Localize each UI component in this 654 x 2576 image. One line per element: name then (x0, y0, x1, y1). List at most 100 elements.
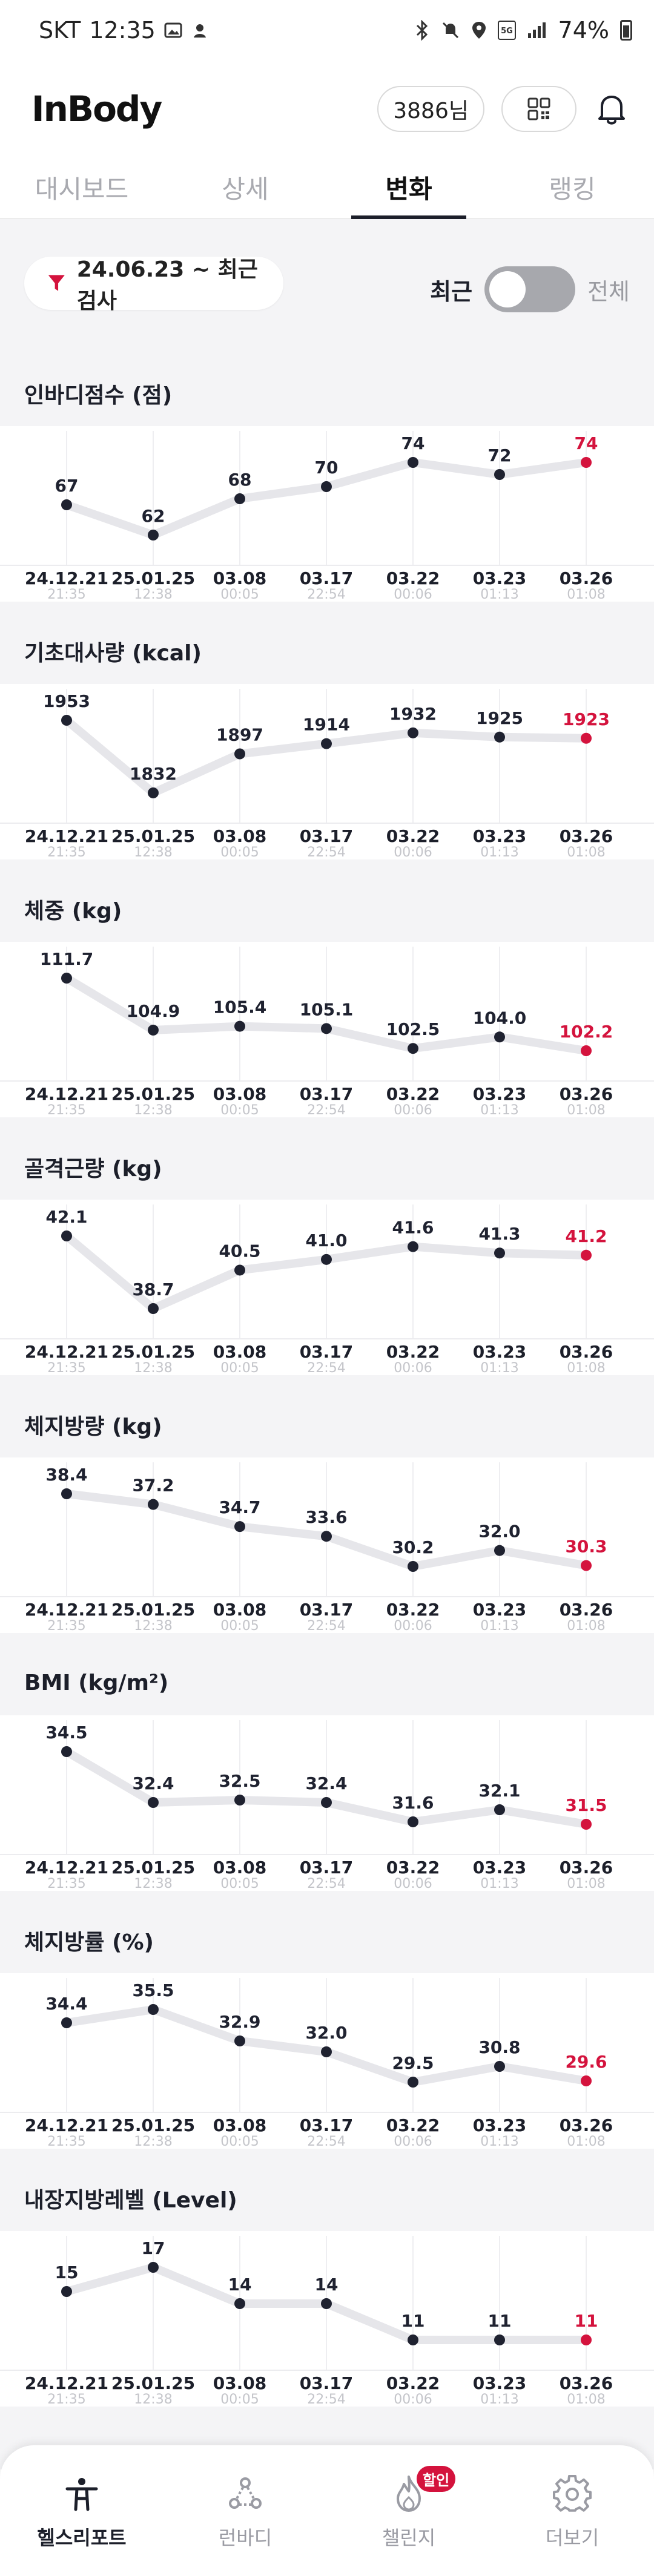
range-toggle[interactable] (484, 266, 576, 312)
chart-card[interactable]: 111.7 24.12.21 21:35 104.9 25.01.25 12:38 105.… (0, 942, 654, 1118)
data-label: 72 (488, 445, 512, 465)
data-point (234, 1521, 245, 1533)
data-label: 104.9 (127, 1001, 180, 1021)
signal-icon (527, 22, 546, 38)
chart-card[interactable]: 34.4 24.12.21 21:35 35.5 25.01.25 12:38 32.9 03… (0, 1973, 654, 2149)
data-point (148, 787, 159, 798)
carrier-label: SKT (39, 17, 81, 44)
data-label: 74 (575, 433, 598, 453)
x-tick-time: 00:06 (394, 2134, 432, 2149)
clock: 12:35 (89, 17, 156, 44)
data-label: 67 (55, 476, 79, 496)
nav-runbody[interactable]: 런바디 (164, 2445, 327, 2576)
metric-title: 체중 (kg) (24, 899, 122, 924)
points-button[interactable]: 3886님 (377, 86, 484, 132)
x-tick-date: 24.12.21 (25, 1342, 108, 1362)
x-tick-time: 22:54 (307, 587, 345, 602)
chart-card[interactable]: 15 24.12.21 21:35 17 25.01.25 12:38 14 03.08 00:… (0, 2231, 654, 2407)
x-tick-date: 03.08 (213, 1600, 267, 1620)
x-tick-time: 00:05 (220, 1361, 259, 1376)
data-point (494, 1545, 505, 1556)
x-tick-date: 03.17 (300, 1084, 354, 1104)
x-tick-time: 01:13 (480, 1103, 518, 1118)
data-label: 68 (228, 470, 252, 490)
x-tick-date: 24.12.21 (25, 1600, 108, 1620)
data-label: 1925 (476, 708, 523, 728)
x-tick-time: 00:05 (220, 587, 259, 602)
data-label: 38.7 (132, 1280, 174, 1300)
data-point (148, 2262, 159, 2273)
data-label: 17 (142, 2238, 165, 2258)
tab-detail[interactable]: 상세 (222, 174, 269, 204)
metric-title: 체지방률 (%) (24, 1930, 154, 1955)
x-tick-date: 03.23 (473, 568, 527, 588)
data-label: 1923 (563, 709, 610, 729)
x-tick-date: 03.08 (213, 826, 267, 846)
chart-card[interactable]: 67 24.12.21 21:35 62 25.01.25 12:38 68 03.08 00:… (0, 426, 654, 602)
data-point (408, 457, 418, 468)
data-label: 32.1 (478, 1781, 520, 1801)
x-tick-date: 24.12.21 (25, 1084, 108, 1104)
nav-challenge[interactable]: 할인 챌린지 (327, 2445, 490, 2576)
x-tick-time: 00:05 (220, 1618, 259, 1634)
data-point (408, 1561, 418, 1572)
data-point (61, 1746, 72, 1757)
data-label: 1832 (130, 764, 177, 784)
x-tick-time: 22:54 (307, 1876, 345, 1891)
chart-card[interactable]: 1953 24.12.21 21:35 1832 25.01.25 12:38 1897 03… (0, 684, 654, 860)
data-label: 32.5 (219, 1771, 260, 1791)
range-toggle-group: 최근 전체 (430, 266, 630, 312)
x-tick-date: 24.12.21 (25, 826, 108, 846)
x-tick-date: 03.17 (300, 2373, 354, 2393)
data-point (234, 1020, 245, 1032)
qr-button[interactable] (501, 86, 576, 132)
x-tick-date: 03.22 (386, 1084, 440, 1104)
x-tick-date: 03.08 (213, 568, 267, 588)
chart-card[interactable]: 42.1 24.12.21 21:35 38.7 25.01.25 12:38 40.5 03… (0, 1200, 654, 1376)
data-label: 34.5 (45, 1723, 87, 1743)
app-notification-icon (193, 24, 206, 38)
x-tick-time: 01:08 (567, 1618, 605, 1634)
data-point (321, 738, 332, 749)
data-label: 30.3 (565, 1537, 607, 1557)
x-tick-time: 01:13 (480, 2134, 518, 2149)
data-label: 38.4 (45, 1465, 87, 1485)
data-point (61, 2017, 72, 2028)
x-tick-time: 00:06 (394, 1103, 432, 1118)
x-tick-date: 03.26 (560, 1342, 613, 1362)
data-label: 31.5 (565, 1795, 607, 1815)
data-label: 37.2 (132, 1476, 174, 1496)
x-tick-date: 03.22 (386, 1600, 440, 1620)
nav-more[interactable]: 더보기 (490, 2445, 654, 2576)
data-point (234, 2036, 245, 2046)
x-tick-date: 03.17 (300, 568, 354, 588)
x-tick-time: 21:35 (47, 1103, 85, 1118)
date-range-filter[interactable]: 24.06.23 ~ 최근 검사 (24, 257, 283, 314)
tab-ranking[interactable]: 랭킹 (549, 174, 596, 204)
data-label: 35.5 (132, 1980, 174, 2000)
chart-card[interactable]: 34.5 24.12.21 21:35 32.4 25.01.25 12:38 32.5 03… (0, 1715, 654, 1891)
notification-button[interactable] (593, 91, 630, 127)
x-tick-time: 01:08 (567, 2392, 605, 2407)
x-tick-date: 03.08 (213, 2115, 267, 2135)
x-tick-date: 03.17 (300, 1858, 354, 1878)
x-tick-date: 03.17 (300, 1342, 354, 1362)
tab-change[interactable]: 변화 (327, 156, 490, 219)
line-chart: 1524.12.2121:351725.01.2512:381403.0800:… (0, 2236, 654, 2407)
x-tick-time: 12:38 (134, 2134, 172, 2149)
x-tick-date: 03.08 (213, 2373, 267, 2393)
x-tick-date: 24.12.21 (25, 568, 108, 588)
data-point (581, 457, 592, 468)
x-tick-time: 01:08 (567, 1361, 605, 1376)
x-tick-time: 21:35 (47, 2392, 85, 2407)
line-chart: 6724.12.2121:356225.01.2512:386803.0800:… (0, 431, 654, 602)
nav-health-report[interactable]: 헬스리포트 (0, 2445, 164, 2576)
data-label: 11 (488, 2311, 512, 2331)
data-label: 62 (142, 506, 165, 526)
data-point (321, 1531, 332, 1542)
tab-dashboard[interactable]: 대시보드 (35, 174, 129, 204)
x-tick-date: 03.23 (473, 1342, 527, 1362)
x-tick-time: 21:35 (47, 845, 85, 860)
chart-card[interactable]: 38.4 24.12.21 21:35 37.2 25.01.25 12:38 34.7 03… (0, 1457, 654, 1634)
